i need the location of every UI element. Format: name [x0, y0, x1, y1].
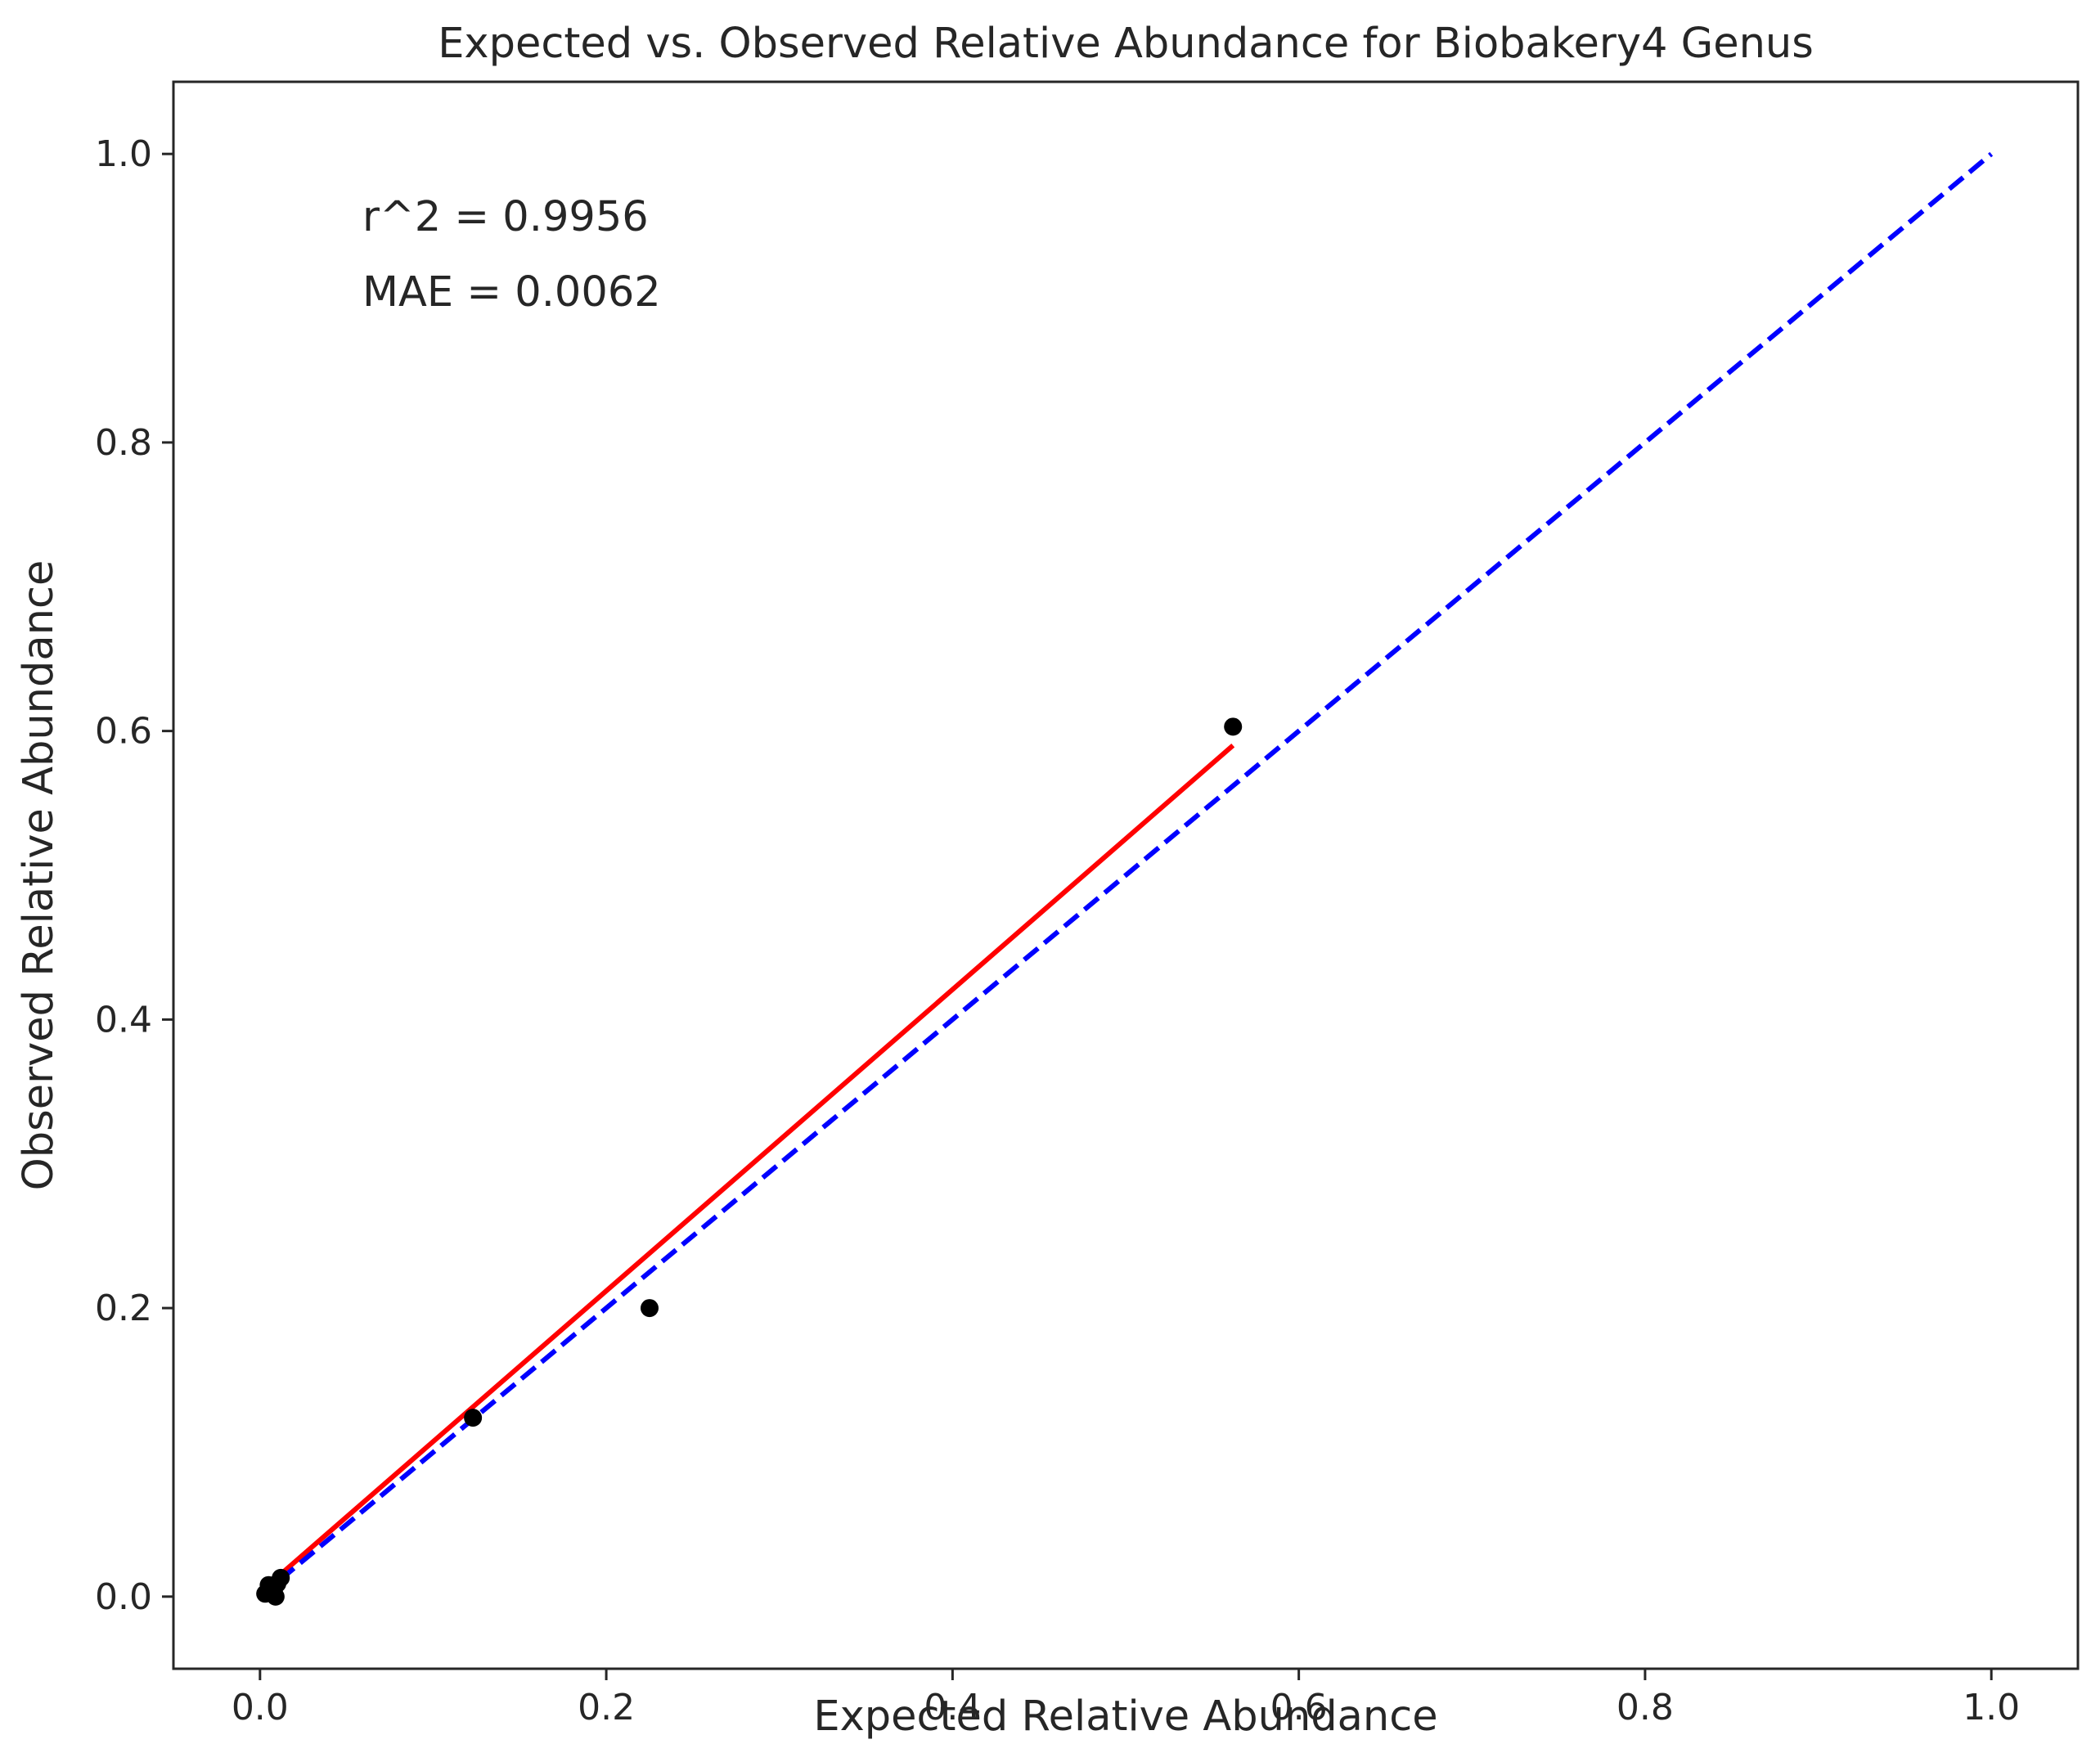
x-tick-label: 0.2 — [578, 1687, 635, 1728]
data-point — [641, 1299, 659, 1318]
y-axis-label: Observed Relative Abundance — [15, 560, 63, 1191]
y-tick-label: 0.0 — [95, 1576, 152, 1618]
x-tick-label: 0.4 — [924, 1687, 981, 1728]
y-tick-label: 0.4 — [95, 999, 152, 1041]
annotation-mae: MAE = 0.0062 — [362, 268, 661, 317]
data-point — [464, 1409, 483, 1427]
x-axis-label: Expected Relative Abundance — [813, 1692, 1437, 1741]
data-point — [1224, 717, 1243, 736]
data-point — [266, 1587, 285, 1606]
x-axis-ticks: 0.0 0.2 0.4 0.6 0.8 1.0 — [232, 1669, 2020, 1728]
y-tick-label: 0.2 — [95, 1288, 152, 1329]
annotation-r2: r^2 = 0.9956 — [362, 193, 649, 241]
regression-fit-line — [258, 744, 1235, 1594]
points-layer — [256, 717, 1243, 1606]
y-tick-label: 0.8 — [95, 422, 152, 464]
x-tick-label: 0.6 — [1270, 1687, 1328, 1728]
x-tick-label: 0.8 — [1617, 1687, 1674, 1728]
y-axis-ticks: 0.0 0.2 0.4 0.6 0.8 1.0 — [95, 133, 173, 1618]
plot-frame — [172, 80, 2080, 1670]
y-tick-label: 0.6 — [95, 711, 152, 753]
x-tick-label: 1.0 — [1963, 1687, 2020, 1728]
identity-line — [258, 151, 1994, 1599]
chart-title: Expected vs. Observed Relative Abundance… — [438, 20, 1814, 68]
lines-layer — [258, 151, 1994, 1599]
x-tick-label: 0.0 — [232, 1687, 289, 1728]
y-tick-label: 1.0 — [95, 133, 152, 175]
